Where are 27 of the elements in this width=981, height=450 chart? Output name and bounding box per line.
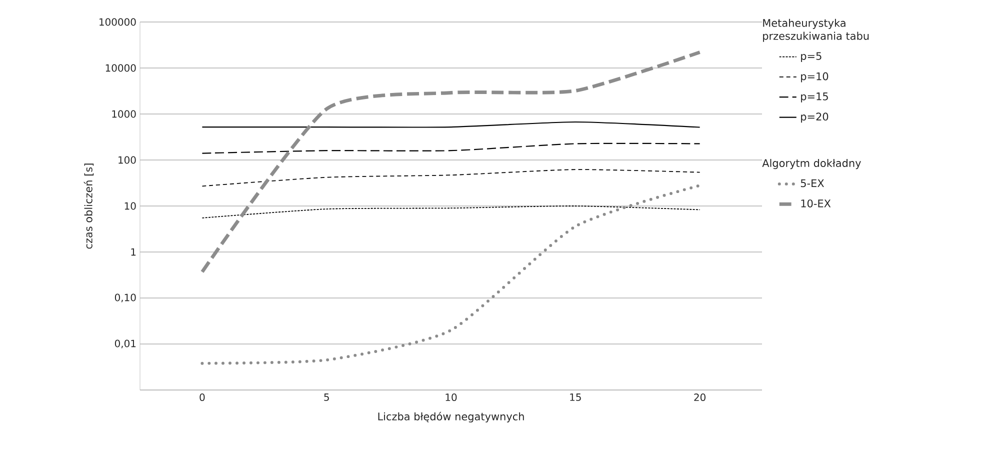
legend-label: p=5 xyxy=(801,52,822,62)
legend-label: p=15 xyxy=(801,92,828,102)
y-tick-label: 1 xyxy=(131,248,136,256)
y-axis-title: czas obliczeń [s] xyxy=(84,164,94,249)
x-axis-title: Liczba błędów negatywnych xyxy=(378,412,524,422)
y-tick-label: 0,01 xyxy=(114,340,136,348)
x-tick-label: 10 xyxy=(446,394,457,402)
y-tick-label: 100000 xyxy=(100,18,136,26)
y-tick-label: 1000 xyxy=(112,110,136,118)
legend-label: 10-EX xyxy=(801,199,831,208)
legend-label: p=20 xyxy=(801,112,828,123)
line-series xyxy=(202,169,700,187)
y-tick-label: 10000 xyxy=(106,64,136,72)
x-tick-label: 15 xyxy=(570,394,581,401)
y-tick-label: 0,10 xyxy=(114,294,136,302)
y-tick-label: 100 xyxy=(118,156,136,164)
line-series xyxy=(200,50,702,274)
line-series xyxy=(200,184,702,365)
legend-label: 5-EX xyxy=(800,179,824,188)
legend-label: p=10 xyxy=(801,72,828,82)
line-series xyxy=(202,206,700,218)
x-tick-label: 5 xyxy=(324,394,329,401)
y-tick-label: 10 xyxy=(124,202,136,210)
text: Algorytm dokładny xyxy=(762,158,861,170)
legend-title: Metaheurystyka przeszukiwania tabu xyxy=(763,18,869,42)
x-tick-label: 0 xyxy=(200,394,205,402)
x-tick-label: 20 xyxy=(694,394,706,402)
